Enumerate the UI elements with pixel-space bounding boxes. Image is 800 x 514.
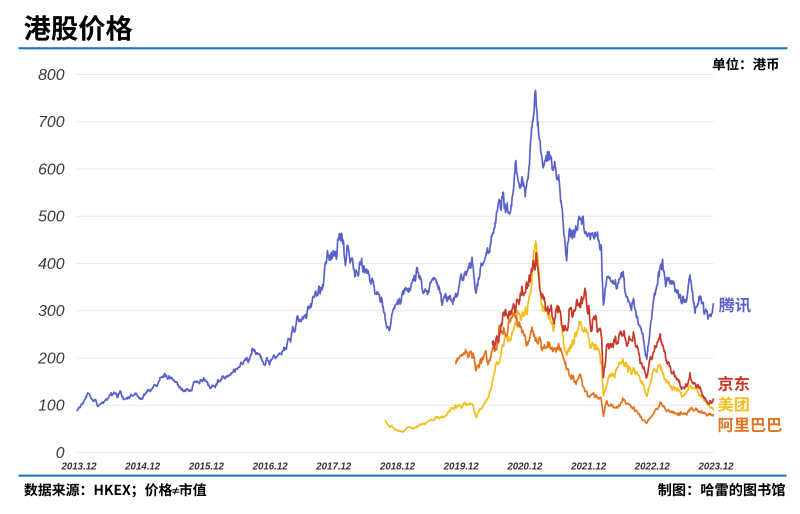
svg-text:2018.12: 2018.12 <box>379 461 416 472</box>
svg-text:2021.12: 2021.12 <box>570 461 607 472</box>
svg-text:700: 700 <box>38 114 65 131</box>
svg-text:400: 400 <box>38 256 65 273</box>
svg-text:800: 800 <box>38 67 65 84</box>
svg-text:600: 600 <box>38 161 65 178</box>
svg-text:500: 500 <box>38 209 65 226</box>
svg-text:300: 300 <box>38 303 65 320</box>
svg-text:100: 100 <box>38 398 65 415</box>
svg-text:2020.12: 2020.12 <box>506 461 543 472</box>
svg-text:2015.12: 2015.12 <box>188 461 225 472</box>
svg-text:2017.12: 2017.12 <box>315 461 352 472</box>
svg-text:2022.12: 2022.12 <box>634 461 671 472</box>
svg-text:0: 0 <box>56 445 65 462</box>
svg-text:2019.12: 2019.12 <box>443 461 480 472</box>
svg-text:2016.12: 2016.12 <box>252 461 289 472</box>
svg-text:2023.12: 2023.12 <box>697 461 734 472</box>
svg-text:2013.12: 2013.12 <box>60 461 97 472</box>
svg-text:200: 200 <box>37 350 65 367</box>
svg-text:2014.12: 2014.12 <box>124 461 161 472</box>
